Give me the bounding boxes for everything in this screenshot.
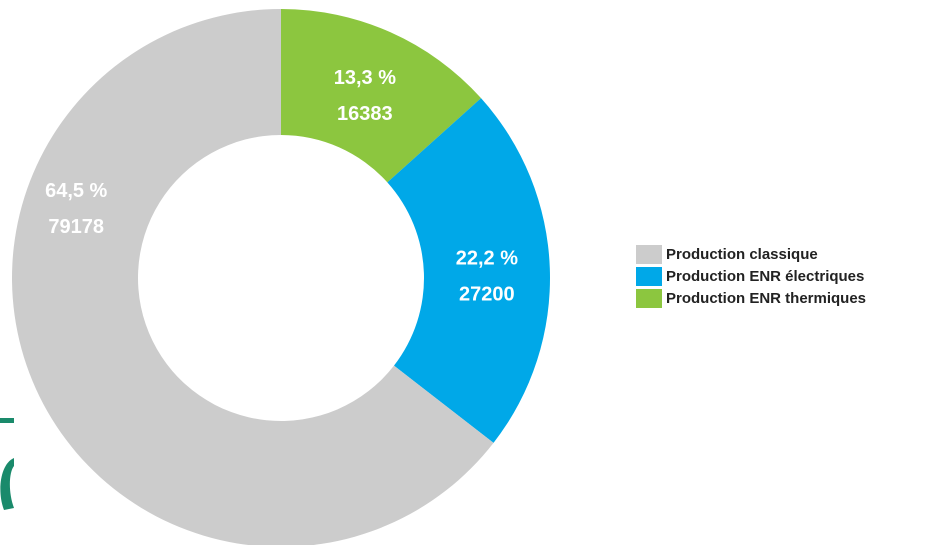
slice-percent-label-production-enr-thermiques: 13,3 % [334,67,396,89]
legend-swatch-production-enr-thermiques [636,288,662,308]
legend-item-production-classique: Production classique [636,243,866,265]
slice-value-label-production-enr-electriques: 27200 [459,284,515,306]
legend-label-production-enr-thermiques: Production ENR thermiques [666,289,867,307]
slice-percent-label-production-enr-electriques: 22,2 % [456,248,518,270]
slice-value-label-production-enr-thermiques: 16383 [337,103,393,125]
corner-logo-fragment [0,418,14,510]
slice-production-enr-electriques [387,98,550,443]
legend-item-production-enr-electriques: Production ENR électriques [636,265,866,287]
legend-swatch-production-classique [636,244,662,264]
slice-production-classique [12,9,494,545]
legend: Production classique Production ENR élec… [636,243,866,309]
slice-value-label-production-classique: 79178 [48,216,104,238]
slice-production-enr-thermiques [281,9,482,183]
legend-label-production-classique: Production classique [666,245,818,263]
legend-swatch-production-enr-electriques [636,266,662,286]
legend-item-production-enr-thermiques: Production ENR thermiques [636,287,866,309]
legend-label-production-enr-electriques: Production ENR électriques [666,267,865,285]
slice-percent-label-production-classique: 64,5 % [45,180,107,202]
slice-labels: 13,3 % 16383 22,2 % 27200 64,5 % 79178 [45,67,518,306]
donut-slices [12,9,550,545]
